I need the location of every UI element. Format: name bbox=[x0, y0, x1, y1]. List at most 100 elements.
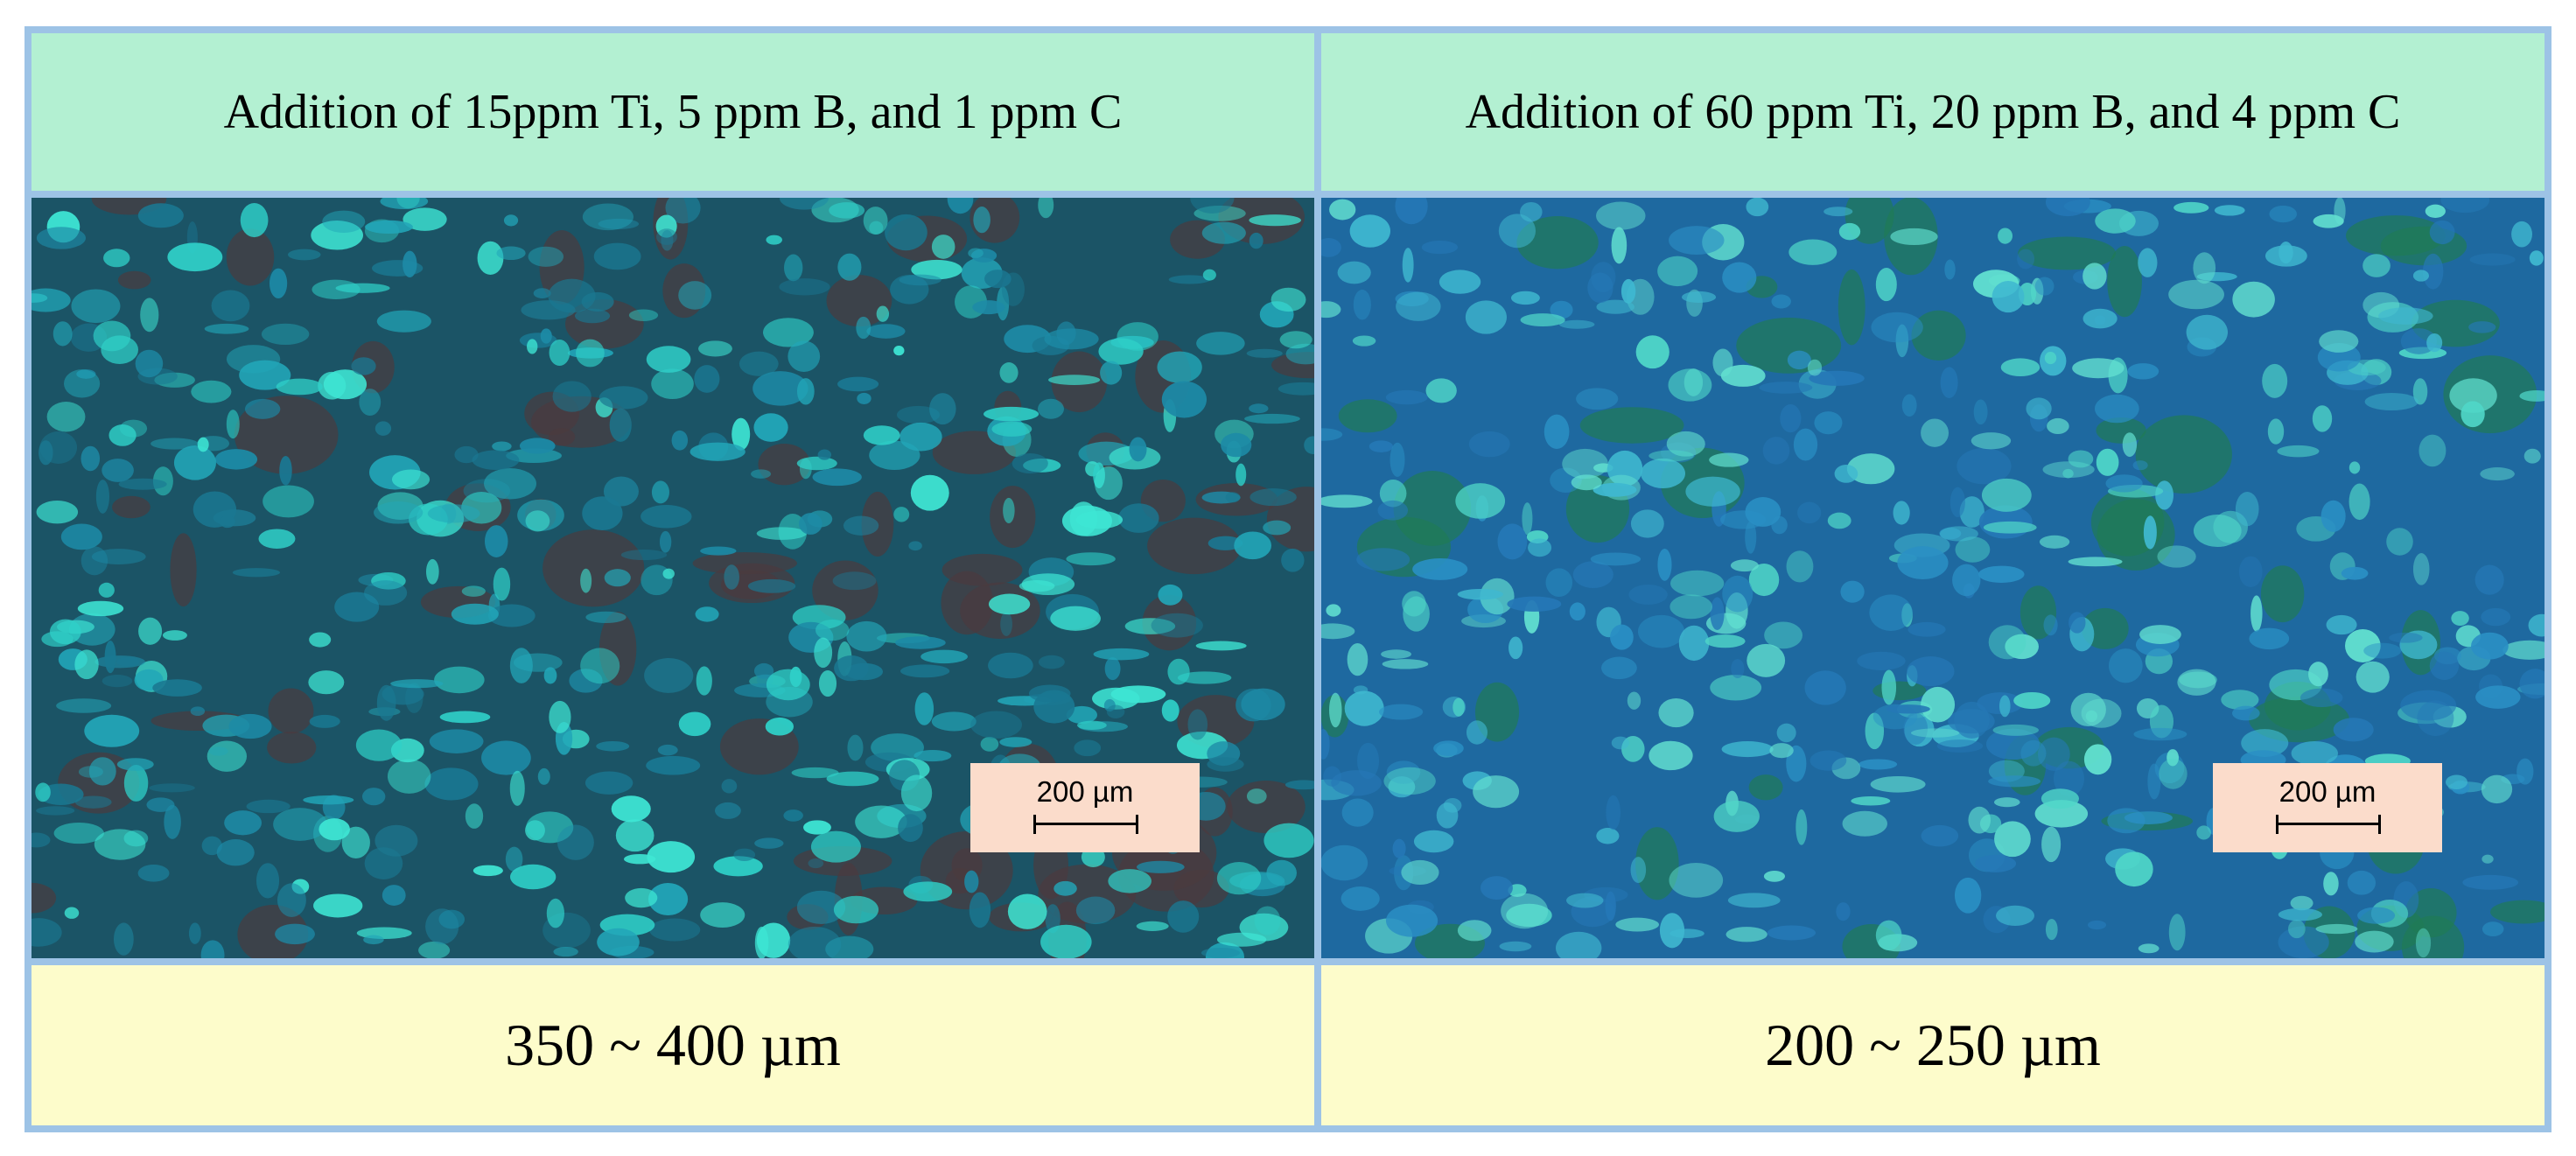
texture-blob bbox=[826, 771, 879, 787]
texture-blob bbox=[2020, 739, 2047, 767]
texture-blob bbox=[1438, 270, 1481, 294]
texture-blob bbox=[2087, 920, 2107, 930]
texture-blob bbox=[1321, 494, 1373, 508]
texture-blob bbox=[427, 504, 480, 523]
texture-blob bbox=[1465, 300, 1507, 334]
texture-blob bbox=[2502, 640, 2544, 660]
texture-blob bbox=[1611, 736, 1629, 750]
texture-blob bbox=[988, 652, 1033, 679]
texture-blob bbox=[1986, 728, 2040, 760]
texture-blob bbox=[1611, 227, 1628, 264]
texture-blob bbox=[1321, 729, 1330, 760]
texture-blob bbox=[991, 421, 1032, 437]
texture-blob bbox=[753, 413, 788, 442]
texture-blob bbox=[863, 425, 900, 445]
texture-blob bbox=[1395, 198, 1428, 225]
texture-blob bbox=[548, 428, 576, 446]
texture-blob bbox=[678, 281, 712, 310]
figure-table: Addition of 15ppm Ti, 5 ppm B, and 1 ppm… bbox=[24, 26, 2552, 1132]
texture-blob bbox=[2524, 448, 2541, 464]
texture-blob bbox=[2333, 718, 2374, 742]
texture-blob bbox=[525, 510, 550, 532]
texture-blob bbox=[747, 578, 796, 593]
texture-blob bbox=[1321, 238, 1341, 257]
texture-blob bbox=[1249, 403, 1269, 414]
texture-blob bbox=[754, 837, 784, 849]
texture-blob bbox=[784, 254, 803, 282]
texture-blob bbox=[1383, 767, 1436, 795]
texture-blob bbox=[876, 305, 890, 322]
texture-blob bbox=[866, 324, 906, 339]
texture-blob bbox=[1974, 854, 2017, 872]
texture-blob bbox=[279, 455, 292, 486]
texture-blob bbox=[2291, 740, 2338, 766]
texture-blob bbox=[256, 863, 280, 899]
texture-blob bbox=[1901, 394, 1917, 417]
texture-blob bbox=[1903, 712, 1928, 746]
texture-blob bbox=[74, 795, 112, 809]
texture-blob bbox=[651, 368, 694, 400]
texture-blob bbox=[791, 767, 839, 779]
texture-blob bbox=[1246, 788, 1267, 804]
texture-blob bbox=[2037, 737, 2070, 771]
texture-blob bbox=[1497, 523, 1528, 560]
texture-blob bbox=[2082, 263, 2107, 290]
texture-blob bbox=[1870, 775, 1926, 793]
texture-blob bbox=[1881, 669, 1897, 705]
texture-blob bbox=[893, 507, 910, 522]
texture-blob bbox=[140, 298, 159, 333]
texture-blob bbox=[1234, 531, 1272, 560]
texture-blob bbox=[1908, 621, 1946, 637]
texture-blob bbox=[779, 278, 830, 296]
texture-blob bbox=[276, 883, 306, 917]
texture-blob bbox=[2043, 614, 2058, 636]
texture-blob bbox=[1074, 739, 1102, 757]
texture-blob bbox=[80, 546, 108, 576]
texture-blob bbox=[695, 606, 719, 622]
texture-blob bbox=[1040, 924, 1092, 958]
texture-blob bbox=[276, 378, 323, 396]
texture-blob bbox=[1038, 398, 1064, 419]
texture-blob bbox=[2308, 662, 2328, 687]
texture-blob bbox=[2122, 432, 2138, 458]
texture-blob bbox=[2147, 763, 2161, 800]
texture-blob bbox=[505, 846, 523, 872]
texture-blob bbox=[1357, 742, 1380, 780]
texture-blob bbox=[1038, 655, 1065, 669]
texture-blob bbox=[56, 698, 112, 713]
texture-blob bbox=[2133, 727, 2188, 741]
texture-blob bbox=[2412, 378, 2428, 405]
texture-blob bbox=[93, 320, 131, 352]
texture-blob bbox=[138, 617, 163, 645]
texture-blob bbox=[1161, 381, 1207, 418]
texture-blob bbox=[2005, 634, 2039, 660]
texture-blob bbox=[1764, 621, 1802, 649]
texture-blob bbox=[2040, 788, 2079, 809]
texture-blob bbox=[492, 441, 512, 452]
texture-blob bbox=[1722, 262, 1757, 293]
texture-blob bbox=[609, 408, 632, 442]
texture-blob bbox=[60, 523, 102, 550]
texture-blob bbox=[104, 640, 116, 674]
texture-blob bbox=[1562, 448, 1608, 480]
texture-blob bbox=[2013, 691, 2051, 710]
texture-blob bbox=[598, 386, 648, 410]
texture-blob bbox=[1940, 367, 1958, 398]
texture-blob bbox=[150, 438, 199, 450]
texture-blob bbox=[232, 568, 281, 578]
texture-blob bbox=[1950, 487, 1965, 518]
texture-blob bbox=[424, 767, 479, 801]
texture-blob bbox=[472, 865, 503, 877]
texture-blob bbox=[593, 242, 641, 270]
texture-blob bbox=[1710, 675, 1762, 701]
texture-blob bbox=[1939, 526, 1978, 542]
texture-blob bbox=[2480, 467, 2515, 481]
texture-blob bbox=[509, 648, 533, 683]
texture-blob bbox=[2519, 389, 2544, 402]
texture-blob bbox=[1827, 512, 1852, 529]
texture-blob bbox=[1993, 797, 2020, 808]
texture-blob bbox=[1377, 500, 1409, 521]
texture-blob bbox=[1077, 720, 1107, 731]
texture-blob bbox=[1390, 442, 1405, 478]
texture-blob bbox=[765, 717, 794, 736]
